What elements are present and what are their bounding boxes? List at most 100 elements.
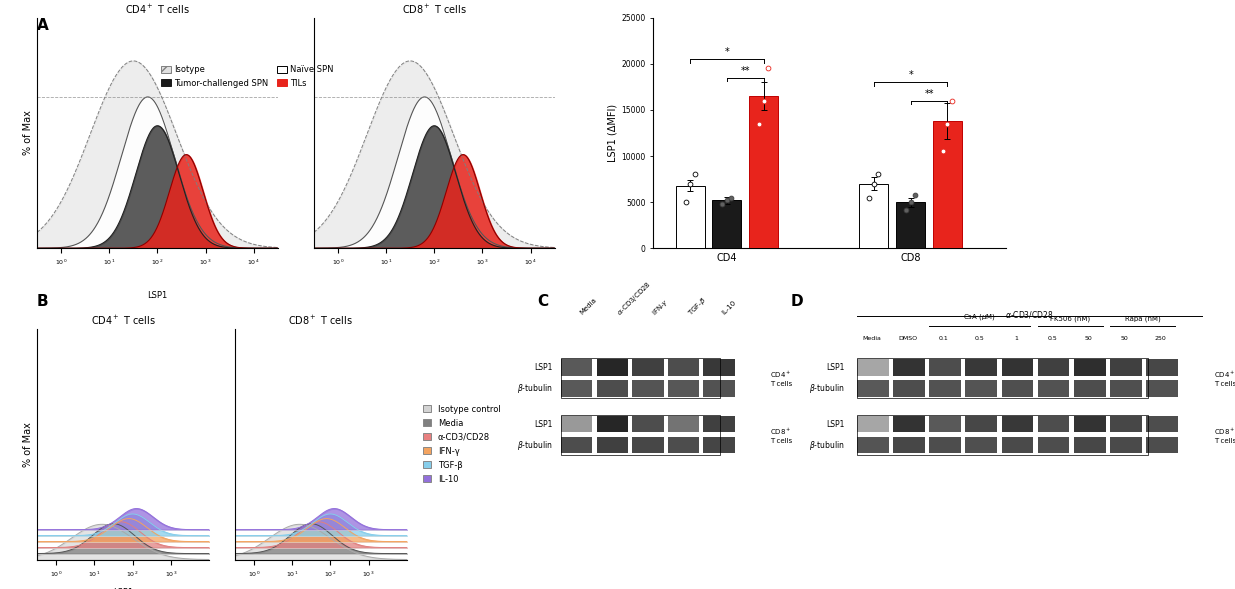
Text: 0.5: 0.5 (976, 336, 984, 341)
Bar (561, 416, 593, 432)
Text: $\alpha$-CD3/CD28: $\alpha$-CD3/CD28 (615, 279, 653, 318)
Bar (897, 202, 925, 248)
Point (758, 64, 778, 73)
Bar (966, 359, 997, 376)
Text: Media: Media (579, 296, 598, 316)
Text: 0.5: 0.5 (1047, 336, 1057, 341)
Text: IL-10: IL-10 (721, 299, 737, 316)
Bar (1002, 438, 1034, 454)
Bar (857, 415, 1147, 455)
Bar (930, 416, 961, 432)
Bar (1146, 438, 1178, 454)
Bar (857, 380, 889, 396)
Text: LSP1: LSP1 (534, 420, 552, 429)
Point (860, 193, 879, 202)
Text: LSP1: LSP1 (147, 292, 168, 300)
Text: *: * (725, 47, 729, 57)
Text: C: C (537, 294, 548, 309)
Bar (1110, 416, 1141, 432)
Bar (1146, 359, 1178, 376)
Bar (668, 438, 699, 454)
Bar (668, 359, 699, 376)
Y-axis label: % of Max: % of Max (23, 111, 33, 155)
Title: CD8$^+$ T cells: CD8$^+$ T cells (401, 2, 467, 15)
Bar (561, 359, 593, 376)
Point (897, 205, 916, 214)
Text: FK506 (nM): FK506 (nM) (1050, 316, 1091, 322)
Bar (930, 359, 961, 376)
Bar (893, 380, 925, 396)
Text: LSP1: LSP1 (534, 363, 552, 372)
Bar (597, 416, 629, 432)
Bar (597, 359, 629, 376)
Bar (930, 438, 961, 454)
Bar (1037, 359, 1070, 376)
Point (680, 179, 700, 188)
Bar (1037, 416, 1070, 432)
Bar (860, 184, 888, 248)
Bar (857, 359, 889, 376)
Point (934, 147, 953, 156)
Bar (893, 438, 925, 454)
Bar (857, 438, 889, 454)
Text: $\beta$-tubulin: $\beta$-tubulin (809, 382, 845, 395)
Point (676, 197, 695, 207)
Bar (1002, 380, 1034, 396)
Bar (1037, 438, 1070, 454)
Bar (713, 200, 741, 248)
Text: 250: 250 (1155, 336, 1166, 341)
Legend: Isotype control, Media, α-CD3/CD28, IFN-γ, TGF-β, IL-10: Isotype control, Media, α-CD3/CD28, IFN-… (420, 402, 504, 487)
Text: CD4$^+$
T cells: CD4$^+$ T cells (771, 369, 793, 386)
Text: LSP1: LSP1 (112, 588, 133, 589)
Text: LSP1: LSP1 (826, 420, 845, 429)
Bar (930, 380, 961, 396)
Point (900, 197, 920, 207)
Bar (561, 380, 593, 396)
Title: CD8$^+$ T cells: CD8$^+$ T cells (288, 314, 353, 327)
Text: CD4$^+$
T cells: CD4$^+$ T cells (1214, 369, 1235, 386)
Bar (893, 359, 925, 376)
Bar (561, 415, 720, 455)
Text: CD8$^+$
T cells: CD8$^+$ T cells (771, 426, 793, 444)
Title: CD4$^+$ T cells: CD4$^+$ T cells (125, 2, 190, 15)
Legend: Isotype, Tumor-challenged SPN, Naïve SPN, TILs: Isotype, Tumor-challenged SPN, Naïve SPN… (157, 62, 337, 91)
Point (713, 199, 732, 209)
Text: TGF-$\beta$: TGF-$\beta$ (685, 295, 709, 318)
Bar (704, 359, 735, 376)
Bar (893, 416, 925, 432)
Bar (1110, 359, 1141, 376)
Text: D: D (790, 294, 803, 309)
Bar (676, 186, 705, 248)
Text: A: A (37, 18, 49, 32)
Point (721, 193, 741, 202)
Text: CD8$^+$
T cells: CD8$^+$ T cells (1214, 426, 1235, 444)
Bar (632, 438, 663, 454)
Bar (1110, 380, 1141, 396)
Bar (668, 416, 699, 432)
Point (718, 196, 737, 205)
Point (937, 119, 957, 128)
Bar (1037, 380, 1070, 396)
Point (868, 170, 888, 179)
Text: *: * (908, 71, 913, 80)
Point (942, 96, 962, 105)
Point (905, 190, 925, 200)
Text: **: ** (924, 89, 934, 99)
Bar (966, 438, 997, 454)
Text: DMSO: DMSO (898, 336, 918, 341)
Bar (704, 380, 735, 396)
Bar (1110, 438, 1141, 454)
Title: CD4$^+$ T cells: CD4$^+$ T cells (90, 314, 156, 327)
Bar (597, 380, 629, 396)
Text: 1: 1 (1014, 336, 1018, 341)
Bar (1002, 416, 1034, 432)
Bar (704, 438, 735, 454)
Text: CsA ($\mu$M): CsA ($\mu$M) (963, 312, 997, 322)
Bar (1146, 416, 1178, 432)
Bar (1073, 380, 1105, 396)
Text: 50: 50 (1120, 336, 1129, 341)
Bar (750, 96, 778, 248)
Bar (966, 380, 997, 396)
Bar (857, 358, 1147, 398)
Bar (966, 416, 997, 432)
